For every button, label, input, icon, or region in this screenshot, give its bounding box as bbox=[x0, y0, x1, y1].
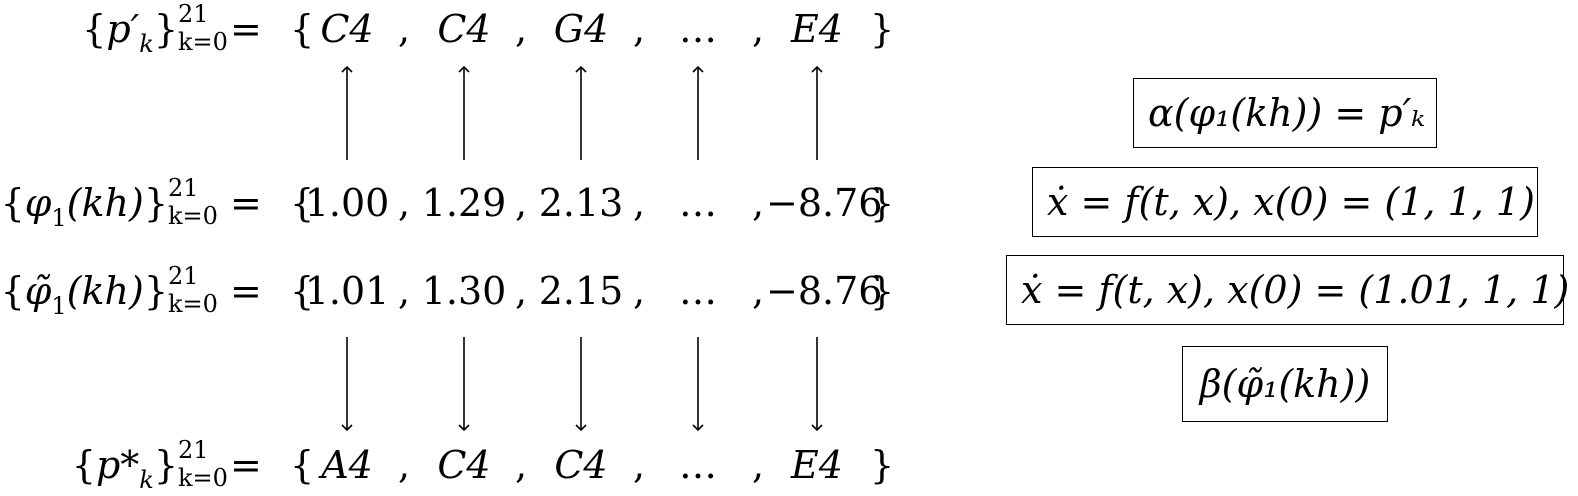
row-top-item-3: G4 bbox=[553, 7, 609, 51]
row-phit-item-5: −8.76 bbox=[766, 269, 883, 313]
row-bottom-eq: = bbox=[230, 443, 262, 487]
separator: , bbox=[752, 181, 765, 225]
row-phit-open-brace: { bbox=[290, 269, 315, 313]
separator: , bbox=[633, 443, 646, 487]
row-phit-item-2: 1.30 bbox=[421, 269, 507, 313]
row-bottom-symbol: p* bbox=[95, 443, 140, 487]
row-top-index: k bbox=[139, 30, 154, 58]
row-bottom-item-5: E4 bbox=[791, 443, 843, 487]
row-top-upper: 21 bbox=[178, 0, 209, 28]
row-bottom-item-4: … bbox=[679, 443, 717, 487]
separator: , bbox=[398, 269, 411, 313]
beta-map-box: β(φ̃₁(kh)) bbox=[1182, 346, 1388, 422]
separator: , bbox=[398, 443, 411, 487]
row-bottom-open-brace: { bbox=[290, 443, 315, 487]
row-top-item-4: … bbox=[679, 7, 717, 51]
row-phi-open-brace: { bbox=[290, 181, 315, 225]
row-phit-subscript: 1 bbox=[51, 292, 67, 320]
row-phi-item-4: … bbox=[679, 181, 717, 225]
separator: , bbox=[633, 181, 646, 225]
row-phi-symbol: φ bbox=[24, 181, 52, 225]
row-phi-close-brace: } bbox=[870, 181, 895, 225]
separator: , bbox=[633, 7, 646, 51]
separator: , bbox=[752, 443, 765, 487]
row-top-item-2: C4 bbox=[437, 7, 491, 51]
row-phit-arg: (kh) bbox=[66, 269, 144, 313]
alpha-map-box: α(φ₁(kh)) = p′ₖ bbox=[1133, 78, 1437, 148]
row-phi-eq: = bbox=[230, 181, 262, 225]
row-phit-lower: k=0 bbox=[168, 290, 218, 318]
row-phi-arg: (kh) bbox=[66, 181, 144, 225]
row-phit-item-3: 2.15 bbox=[538, 269, 624, 313]
row-phi-item-1: 1.00 bbox=[304, 181, 390, 225]
separator: , bbox=[633, 269, 646, 313]
row-phit-eq: = bbox=[230, 269, 262, 313]
separator: , bbox=[752, 7, 765, 51]
row-top-lower: k=0 bbox=[178, 28, 228, 56]
separator: , bbox=[515, 443, 528, 487]
row-bottom-upper: 21 bbox=[178, 436, 209, 464]
ode-box-perturbed: ẋ = f(t, x), x(0) = (1.01, 1, 1) bbox=[1006, 255, 1569, 325]
row-phi-item-5: −8.76 bbox=[766, 181, 883, 225]
row-bottom-lower: k=0 bbox=[178, 464, 228, 492]
row-phi-subscript: 1 bbox=[51, 204, 67, 232]
row-phit-upper: 21 bbox=[168, 262, 199, 290]
separator: , bbox=[398, 181, 411, 225]
row-top-item-5: E4 bbox=[791, 7, 843, 51]
row-phit-item-1: 1.01 bbox=[304, 269, 390, 313]
row-bottom-item-1: A4 bbox=[321, 443, 373, 487]
up-arrows bbox=[341, 65, 823, 160]
row-phit-close-brace: } bbox=[870, 269, 895, 313]
row-top-open-brace: { bbox=[290, 7, 315, 51]
separator: , bbox=[752, 269, 765, 313]
row-bottom-close-brace: } bbox=[870, 443, 895, 487]
separator: , bbox=[515, 181, 528, 225]
separator: , bbox=[398, 7, 411, 51]
ode-box-initial: ẋ = f(t, x), x(0) = (1, 1, 1) bbox=[1032, 167, 1538, 237]
row-phit-symbol: φ̃ bbox=[24, 269, 52, 313]
row-top-eq: = bbox=[230, 7, 262, 51]
row-bottom-lhs: {p*k} 21 k=0 bbox=[71, 436, 228, 494]
row-top-item-1: C4 bbox=[320, 7, 374, 51]
row-phit-item-4: … bbox=[679, 269, 717, 313]
row-top-lhs: {p′k} 21 k=0 bbox=[82, 0, 228, 58]
separator: , bbox=[515, 269, 528, 313]
row-phi-lower: k=0 bbox=[168, 202, 218, 230]
row-phit-lhs: {φ̃1(kh)} 21 k=0 bbox=[0, 262, 218, 320]
row-bottom-item-2: C4 bbox=[437, 443, 491, 487]
row-phi-item-3: 2.13 bbox=[538, 181, 624, 225]
separator: , bbox=[515, 7, 528, 51]
row-bottom-item-3: C4 bbox=[554, 443, 608, 487]
row-top-close-brace: } bbox=[870, 7, 895, 51]
row-phi-upper: 21 bbox=[168, 174, 199, 202]
row-bottom-index: k bbox=[139, 466, 154, 494]
row-phi-item-2: 1.29 bbox=[421, 181, 507, 225]
row-phi-lhs: {φ1(kh)} 21 k=0 bbox=[0, 174, 218, 232]
row-top-symbol: p′ bbox=[106, 7, 140, 51]
down-arrows bbox=[341, 337, 823, 432]
